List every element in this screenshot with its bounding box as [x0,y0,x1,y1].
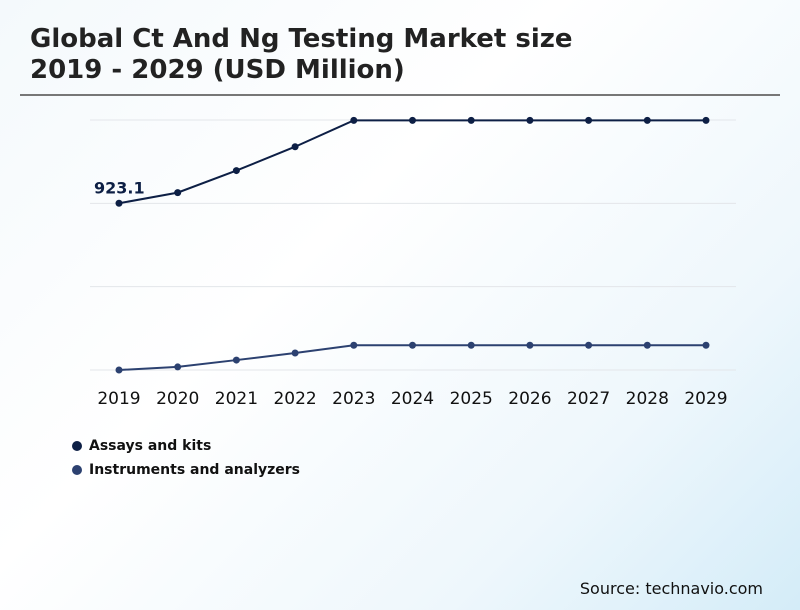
legend-label: Assays and kits [89,438,212,454]
data-point [174,363,182,371]
data-point [585,116,593,124]
data-point [350,341,358,349]
data-point [409,116,416,124]
series-line-0 [118,119,706,205]
title-divider [20,94,780,96]
x-tick-label: 2025 [450,389,493,409]
title-line-2: 2019 - 2029 (USD Million) [30,55,405,85]
data-point [291,143,299,151]
legend-marker [72,465,82,475]
legend-item-instruments[interactable]: Instruments and analyzers [72,458,300,482]
series-line-1 [118,344,706,371]
data-point [232,167,240,175]
chart-title: Global Ct And Ng Testing Market size 2019… [30,24,573,86]
data-point [350,116,358,124]
data-point [585,341,593,349]
x-tick-label: 2028 [626,389,669,409]
source-credit: Source: technavio.com [579,579,763,598]
x-tick-label: 2026 [508,389,551,409]
data-point [467,341,475,349]
x-tick-label: 2020 [156,389,199,409]
x-tick-label: 2024 [391,389,434,409]
title-line-1: Global Ct And Ng Testing Market size [30,24,573,54]
data-point [702,116,710,124]
data-point [115,199,123,207]
x-tick-label: 2027 [567,389,610,409]
data-point [702,341,710,349]
data-point [643,116,651,124]
data-label: 923.1 [94,178,145,197]
x-tick-label: 2022 [273,389,316,409]
data-point [526,116,534,124]
legend-marker [72,441,82,451]
data-point [526,341,534,349]
data-point [291,349,299,357]
x-tick-label: 2023 [332,389,375,409]
data-point [467,116,475,124]
data-point [174,189,182,197]
data-point [232,356,240,364]
x-tick-label: 2021 [215,389,258,409]
legend-item-assays[interactable]: Assays and kits [72,434,300,458]
data-point [115,366,123,374]
legend: Assays and kits Instruments and analyzer… [72,434,300,482]
x-tick-label: 2019 [97,389,140,409]
legend-label: Instruments and analyzers [89,462,300,478]
data-point [409,341,416,349]
x-tick-label: 2029 [684,389,727,409]
data-point [643,341,651,349]
